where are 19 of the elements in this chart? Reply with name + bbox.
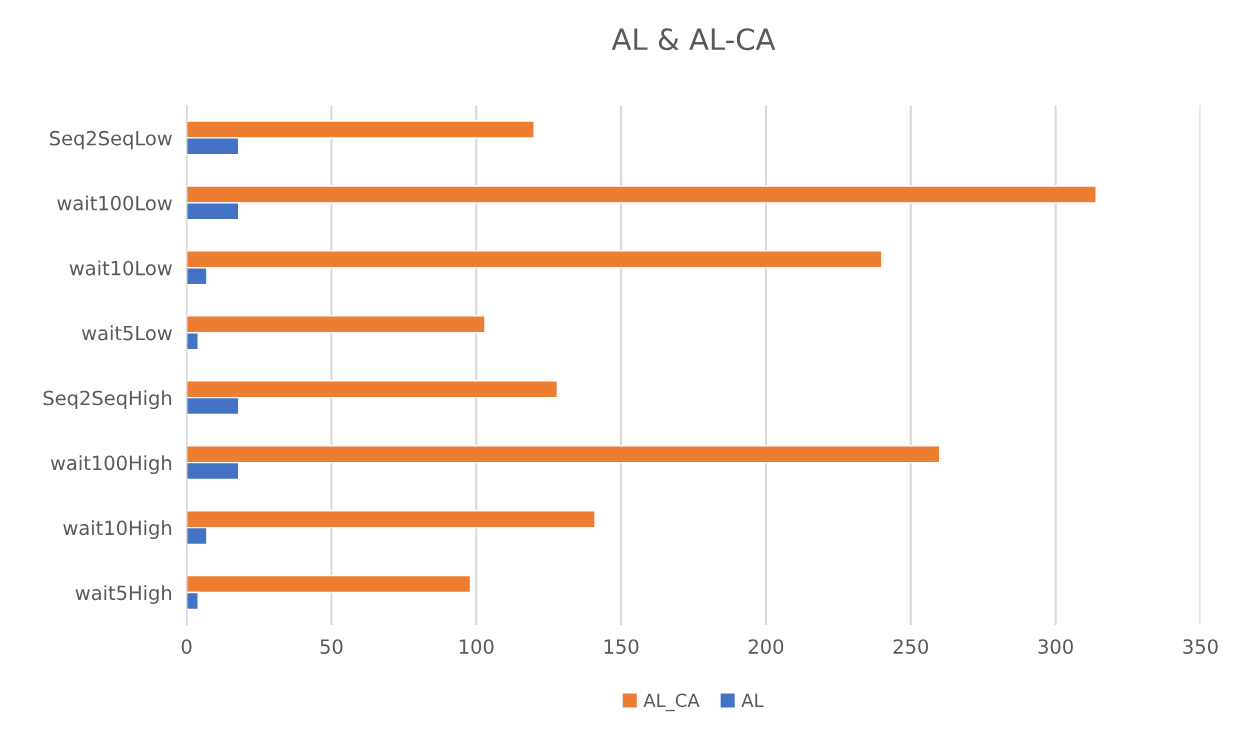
legend-label: AL [741, 693, 764, 707]
y-tick-label: wait10Low [69, 260, 172, 276]
x-tick-label: 300 [1038, 639, 1073, 654]
x-tick-label: 350 [1183, 639, 1218, 654]
y-tick-label: wait100Low [57, 195, 172, 211]
x-tick-label: 250 [893, 639, 929, 654]
x-tick-label: 0 [181, 639, 192, 654]
y-tick-label: Seq2SeqHigh [43, 390, 172, 410]
y-tick-label: wait10High [63, 520, 172, 539]
legend-label: AL_CA [643, 693, 700, 712]
x-tick-label: 50 [320, 639, 343, 654]
y-tick-label: wait5High [75, 585, 172, 604]
x-tick-label: 150 [604, 639, 639, 654]
y-tick-label: Seq2SeqLow [50, 130, 172, 150]
x-tick-label: 100 [459, 639, 494, 654]
y-tick-label: wait5Low [82, 325, 172, 341]
x-tick-label: 200 [748, 639, 784, 654]
y-tick-label: wait100High [50, 455, 172, 475]
chart-title: AL & AL-CA [611, 28, 776, 51]
